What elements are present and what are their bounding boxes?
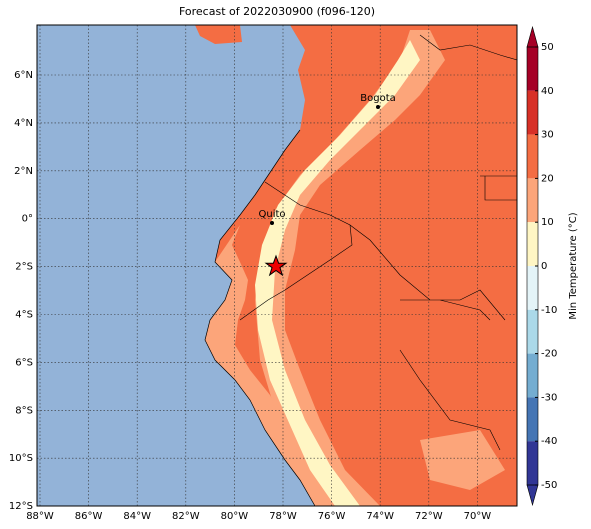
lat-label: 6°N [14, 70, 33, 81]
colorbar-band [527, 90, 538, 135]
lon-label: 86°W [75, 511, 103, 522]
lon-label: 70°W [464, 511, 492, 522]
borders [239, 34, 517, 451]
colorbar-tick-label: -20 [541, 349, 557, 360]
colorbar-tick-label: -30 [541, 392, 557, 403]
lat-label: 10°S [9, 453, 33, 464]
lon-label: 84°W [123, 511, 151, 522]
colorbar-tick-label: 50 [541, 42, 554, 53]
andes-band [255, 30, 445, 506]
colorbar-tick-label: 0 [541, 261, 547, 272]
colorbar-band [527, 353, 538, 398]
colorbar-extend [526, 25, 539, 48]
colorbar-band [527, 134, 538, 179]
city-label: Bogota [360, 93, 396, 104]
city-label: Quito [258, 209, 285, 220]
lon-label: 78°W [269, 511, 297, 522]
warm-patch [420, 430, 505, 490]
map-frame [36, 24, 518, 507]
city-dot [376, 105, 380, 109]
location-star [264, 254, 288, 277]
lon-label: 72°W [415, 511, 443, 522]
map-title: Forecast of 2022030900 (f096-120) [179, 5, 375, 18]
colorbar-band [527, 47, 538, 91]
land [195, 25, 242, 44]
colorbar-band [527, 397, 538, 442]
colorbar-label: Min Temperature (°C) [568, 212, 579, 319]
coastal-band [205, 225, 330, 506]
colorbar-band [527, 222, 538, 266]
lon-label: 76°W [318, 511, 346, 522]
lat-label: 4°N [14, 118, 33, 129]
colorbar-tick-label: 30 [541, 130, 554, 141]
lon-label: 74°W [366, 511, 394, 522]
lat-label: 2°S [15, 262, 33, 273]
colorbar-tick-label: 20 [541, 173, 554, 184]
lat-label: 6°S [15, 357, 33, 368]
lat-label: 2°N [14, 166, 33, 177]
colorbar-band [527, 266, 538, 310]
coastline [204, 129, 316, 506]
colorbar-band [527, 441, 538, 485]
city-dot [270, 221, 274, 225]
colorbar-band [527, 178, 538, 223]
lat-label: 4°S [15, 310, 33, 321]
colorbar-tick-label: -50 [541, 480, 557, 491]
map-area: Quito Bogota [37, 25, 517, 506]
colorbar-band [527, 309, 538, 354]
colorbar-tick-label: -10 [541, 305, 557, 316]
colorbar-tick-label: 10 [541, 217, 554, 228]
lat-label: 0° [22, 214, 33, 225]
lon-label: 88°W [26, 511, 54, 522]
colorbar-extend [526, 484, 539, 507]
lon-label: 80°W [221, 511, 249, 522]
lon-label: 82°W [172, 511, 200, 522]
colorbar-tick-label: -40 [541, 436, 557, 447]
lat-label: 12°S [9, 501, 33, 512]
colorbar-tick-label: 40 [541, 86, 554, 97]
lat-label: 8°S [15, 405, 33, 416]
